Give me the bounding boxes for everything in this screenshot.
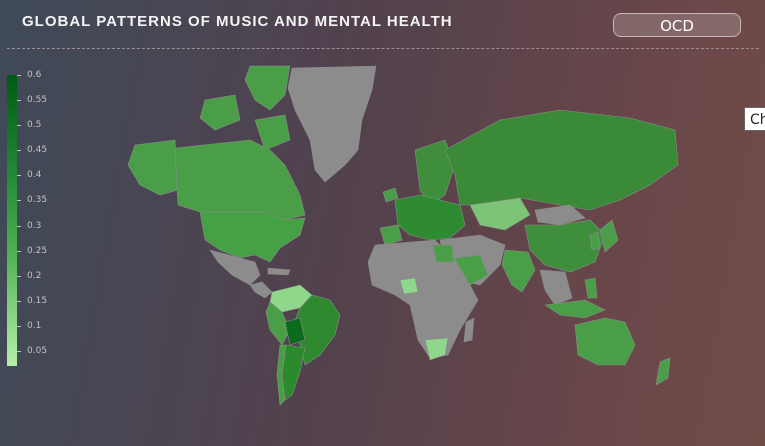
country-chile[interactable]	[276, 344, 287, 406]
country-indonesia[interactable]	[544, 277, 606, 319]
disorder-select-dropdown[interactable]: OCD	[613, 13, 741, 37]
country-scandinavia[interactable]	[414, 139, 456, 206]
country-europe[interactable]	[394, 194, 466, 241]
country-china[interactable]	[524, 219, 606, 273]
colorbar-tick-mark	[17, 275, 21, 277]
country-kazakhstan[interactable]	[469, 197, 531, 231]
country-nigeria[interactable]	[399, 277, 419, 295]
colorbar-tick-mark	[17, 200, 21, 202]
colorbar-gradient	[7, 75, 17, 366]
country-bolivia[interactable]	[284, 317, 306, 346]
colorbar-tick-label: 0.6	[27, 70, 42, 80]
country-japan[interactable]	[599, 219, 619, 253]
country-spain[interactable]	[379, 224, 403, 246]
colorbar-tick-label: 0.35	[27, 195, 48, 206]
country-canada-islands[interactable]	[199, 65, 291, 151]
colorbar-tick-label: 0.55	[27, 95, 48, 106]
country-mongolia[interactable]	[534, 204, 586, 226]
header-divider	[7, 48, 759, 49]
country-usa-alaska[interactable]	[127, 139, 179, 196]
country-south-africa[interactable]	[424, 337, 449, 361]
country-madagascar[interactable]	[463, 317, 475, 343]
country-russia[interactable]	[444, 109, 679, 211]
colorbar-tick-mark	[17, 300, 21, 302]
colorbar-tick-label: 0.4	[27, 170, 42, 181]
colorbar-tick-label: 0.1	[27, 320, 42, 331]
country-korea[interactable]	[589, 231, 601, 251]
colorbar-tick-mark	[17, 150, 21, 152]
colorbar-tick-mark	[17, 350, 21, 352]
country-australia[interactable]	[574, 317, 636, 366]
colorbar-tick-mark	[17, 250, 21, 252]
colorbar-tick-label: 0.05	[27, 345, 48, 356]
country-iceland[interactable]	[382, 187, 399, 203]
colorbar-tick-mark	[17, 125, 21, 127]
country-greenland[interactable]	[287, 65, 377, 183]
country-argentina[interactable]	[281, 344, 306, 401]
country-india[interactable]	[501, 249, 536, 293]
colorbar-tick-mark	[17, 75, 21, 76]
colorbar-tick-mark	[17, 325, 21, 327]
country-southeast-asia[interactable]	[539, 269, 573, 306]
country-central-america[interactable]	[249, 267, 291, 299]
colorbar-tick-mark	[17, 175, 21, 177]
colorbar-tick-mark	[17, 100, 21, 102]
colorbar-tick-label: 0.15	[27, 295, 48, 306]
colorbar-tick-label: 0.3	[27, 220, 42, 231]
country-canada[interactable]	[174, 139, 306, 221]
page-title: GLOBAL PATTERNS OF MUSIC AND MENTAL HEAL…	[22, 13, 453, 30]
hover-tooltip: Ch	[744, 107, 765, 131]
colorbar-tick-label: 0.25	[27, 245, 48, 256]
colorbar-tick-label: 0.5	[27, 120, 42, 131]
country-mexico[interactable]	[209, 249, 261, 286]
country-egypt[interactable]	[432, 244, 455, 263]
colorbar-tick-mark	[17, 225, 21, 227]
colorbar-tick-label: 0.2	[27, 270, 42, 281]
country-new-zealand[interactable]	[655, 357, 671, 386]
country-usa[interactable]	[199, 211, 306, 263]
colorbar-tick-label: 0.45	[27, 145, 48, 156]
